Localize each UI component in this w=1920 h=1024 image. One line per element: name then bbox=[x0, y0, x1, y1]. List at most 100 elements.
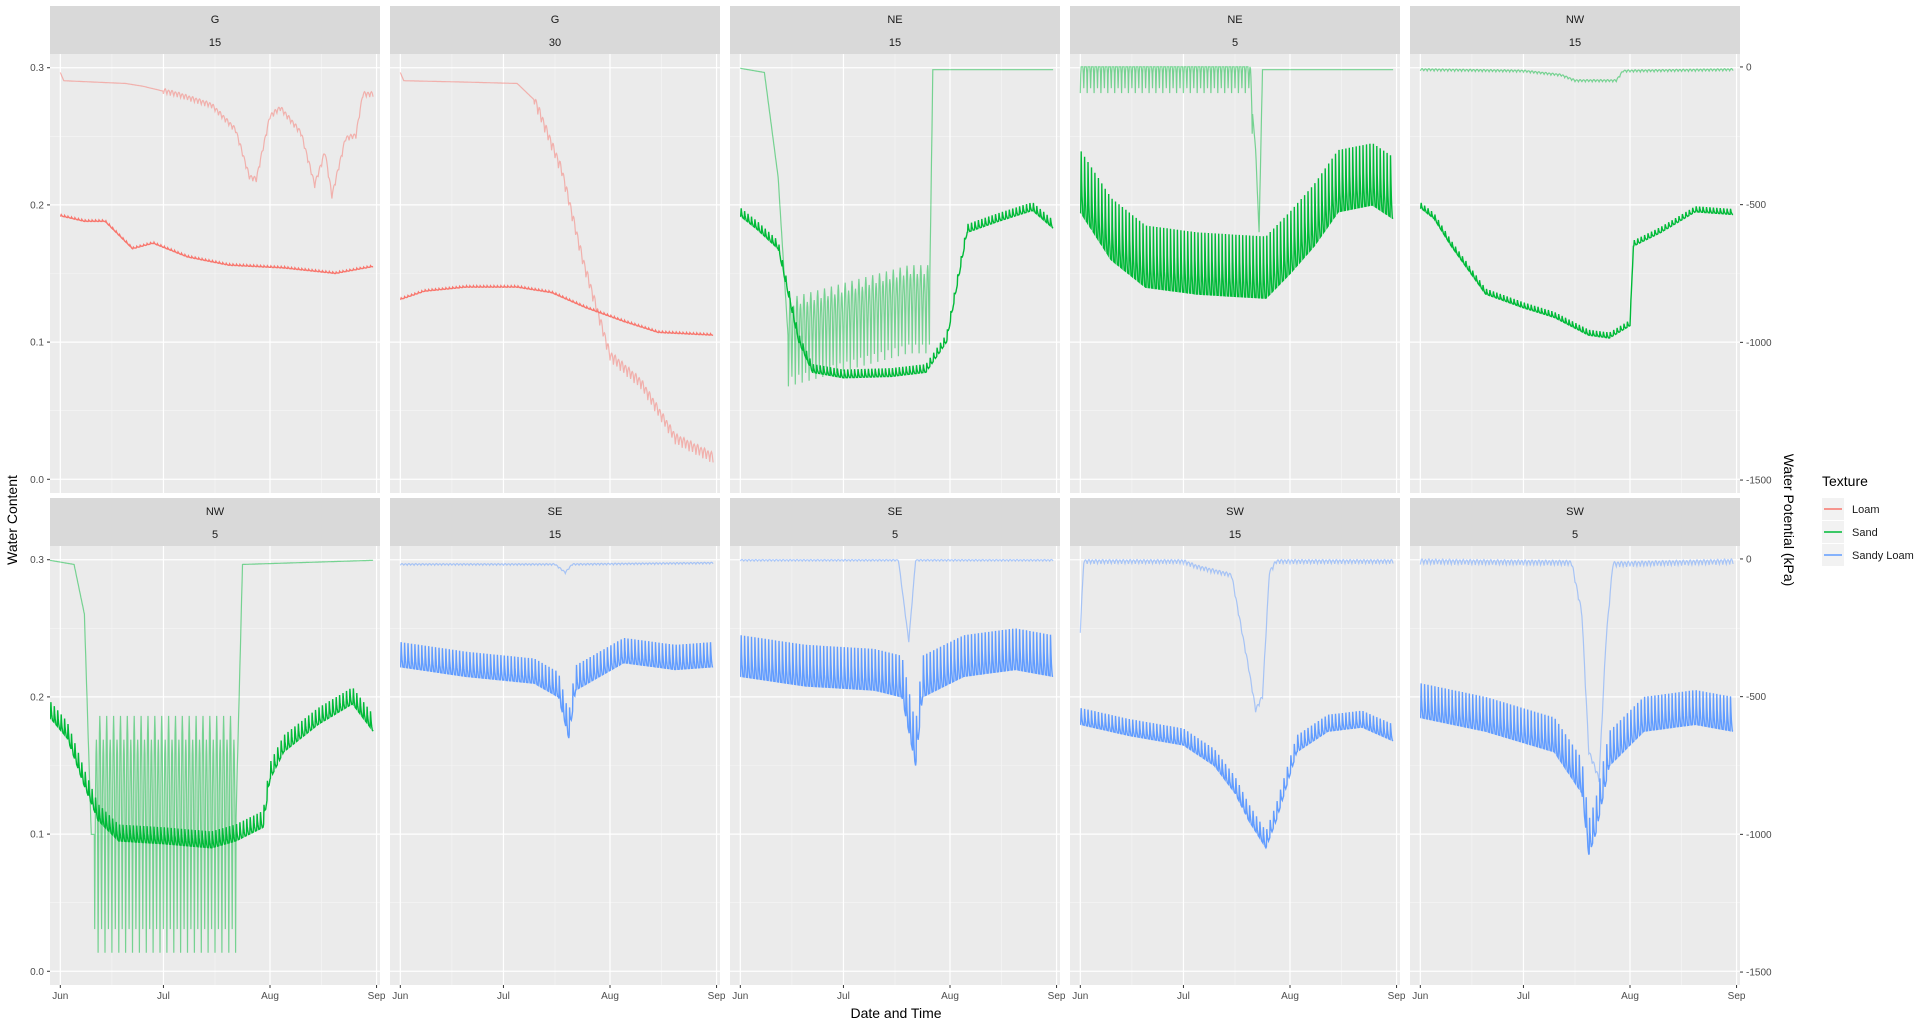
facet-strip bbox=[1410, 6, 1740, 54]
y-tick-label-right: -500 bbox=[1746, 692, 1766, 703]
legend-label: Loam bbox=[1852, 504, 1880, 516]
facet-strip-label-2: 5 bbox=[1232, 37, 1238, 49]
y-tick-label-left: 0.2 bbox=[30, 692, 44, 703]
series-line-water-potential bbox=[1079, 66, 1394, 233]
y-tick-label-left: 0.1 bbox=[30, 830, 44, 841]
x-tick-label: Jul bbox=[157, 991, 170, 1002]
series-line-water-potential bbox=[1079, 558, 1394, 713]
facet-strip-label-1: NE bbox=[887, 14, 902, 26]
legend-item: Sand bbox=[1822, 521, 1878, 543]
panel-SE-15: SE 15 Jun Jul Aug Sep bbox=[390, 498, 726, 1002]
x-tick-label: Sep bbox=[368, 991, 386, 1002]
facet-strip-label-1: G bbox=[211, 14, 220, 26]
facet-strip-label-2: 5 bbox=[212, 529, 218, 541]
y-tick-label-right: -1000 bbox=[1746, 830, 1772, 841]
facet-strip bbox=[1070, 498, 1400, 546]
y-tick-label-right: -1500 bbox=[1746, 476, 1772, 487]
x-tick-label: Aug bbox=[941, 991, 959, 1002]
x-tick-label: Jun bbox=[1412, 991, 1428, 1002]
panel-NE-15: NE 15 bbox=[730, 6, 1060, 493]
y-tick-label-right: -500 bbox=[1746, 200, 1766, 211]
facet-strip-label-2: 15 bbox=[1229, 529, 1241, 541]
series-line-water-content bbox=[740, 628, 1054, 766]
panel-SE-5: SE 5 Jun Jul Aug Sep bbox=[730, 498, 1066, 1002]
facet-strip-label-1: SW bbox=[1566, 506, 1584, 518]
facet-strip-label-1: SW bbox=[1226, 506, 1244, 518]
y-tick-label-left: 0.3 bbox=[30, 555, 44, 566]
x-tick-label: Aug bbox=[261, 991, 279, 1002]
facet-strip bbox=[50, 498, 380, 546]
legend-label: Sandy Loam bbox=[1852, 550, 1914, 562]
series-line-water-potential bbox=[1419, 67, 1734, 84]
x-tick-label: Jul bbox=[837, 991, 850, 1002]
series-line-water-content bbox=[60, 213, 374, 275]
x-tick-label: Jul bbox=[1517, 991, 1530, 1002]
facet-strip bbox=[730, 498, 1060, 546]
x-tick-label: Aug bbox=[601, 991, 619, 1002]
series-line-water-potential bbox=[399, 72, 714, 463]
facet-strip-label-2: 30 bbox=[549, 37, 561, 49]
series-line-water-potential bbox=[1419, 558, 1734, 783]
facet-strip bbox=[390, 6, 720, 54]
facet-strip bbox=[730, 6, 1060, 54]
panel-G-15: G 15 0.0 0.1 0.2 0.3 bbox=[30, 6, 380, 493]
y-tick-label-left: 0.3 bbox=[30, 63, 44, 74]
facet-strip bbox=[1070, 6, 1400, 54]
y-tick-label-right: 0 bbox=[1746, 62, 1752, 73]
x-tick-label: Jun bbox=[1072, 991, 1088, 1002]
x-tick-label: Jul bbox=[497, 991, 510, 1002]
x-axis-label: Date and Time bbox=[850, 1005, 941, 1021]
y-tick-label-right: 0 bbox=[1746, 554, 1752, 565]
panel-NW-15: NW 15 0 -500 -1000 -1500 bbox=[1410, 6, 1772, 493]
y-tick-label-left: 0.2 bbox=[30, 200, 44, 211]
legend: Texture Loam Sand Sandy Loam bbox=[1822, 473, 1914, 566]
series-line-water-potential bbox=[740, 67, 1054, 387]
x-tick-label: Sep bbox=[1728, 991, 1746, 1002]
facet-strip bbox=[1410, 498, 1740, 546]
x-tick-label: Jul bbox=[1177, 991, 1190, 1002]
x-tick-label: Jun bbox=[392, 991, 408, 1002]
x-tick-label: Aug bbox=[1621, 991, 1639, 1002]
y-tick-label-right: -1000 bbox=[1746, 338, 1772, 349]
facet-strip-label-1: SE bbox=[548, 506, 563, 518]
facet-strip-label-1: G bbox=[551, 14, 560, 26]
facet-strip-label-2: 15 bbox=[209, 37, 221, 49]
series-line-water-potential bbox=[739, 558, 1054, 643]
facet-strip-label-1: NW bbox=[1566, 14, 1585, 26]
series-line-water-potential bbox=[399, 561, 714, 576]
series-line-water-content bbox=[400, 637, 714, 739]
panel-SW-15: SW 15 Jun Jul Aug Sep bbox=[1070, 498, 1406, 1002]
series-line-water-content bbox=[399, 284, 714, 336]
panel-NE-5: NE 5 bbox=[1070, 6, 1400, 493]
series-line-water-content bbox=[1080, 708, 1394, 850]
panel-G-30: G 30 bbox=[390, 6, 720, 493]
x-tick-label: Jun bbox=[52, 991, 68, 1002]
legend-label: Sand bbox=[1852, 527, 1878, 539]
facet-strip-label-1: SE bbox=[888, 506, 903, 518]
facet-strip-label-2: 15 bbox=[1569, 37, 1581, 49]
series-line-water-content bbox=[1419, 202, 1734, 339]
series-line-water-content bbox=[739, 202, 1054, 379]
x-tick-label: Sep bbox=[1048, 991, 1066, 1002]
panel-NW-5: NW 5 0.0 0.1 0.2 0.3 Jun Jul Aug Sep bbox=[30, 498, 386, 1002]
y-tick-label-right: -1500 bbox=[1746, 968, 1772, 979]
y-tick-label-left: 0.0 bbox=[30, 967, 44, 978]
panel-SW-5: SW 5 0 -500 -1000 -1500 Jun Jul Aug Sep bbox=[1410, 498, 1772, 1002]
series-line-water-content bbox=[50, 688, 374, 849]
y-axis-label-right: Water Potential (kPa) bbox=[1781, 454, 1797, 587]
panels: G 15 0.0 0.1 0.2 0.3 G 30 NE 15 NE 5 NW 15 0 -500 -1000 -… bbox=[30, 6, 1772, 1002]
series-line-water-content bbox=[1420, 683, 1734, 855]
x-tick-label: Sep bbox=[708, 991, 726, 1002]
facet-strip bbox=[390, 498, 720, 546]
facet-strip-label-2: 5 bbox=[1572, 529, 1578, 541]
facet-strip-label-1: NW bbox=[206, 506, 225, 518]
facet-strip-label-2: 15 bbox=[889, 37, 901, 49]
facet-strip bbox=[50, 6, 380, 54]
legend-item: Sandy Loam bbox=[1822, 544, 1914, 566]
legend-item: Loam bbox=[1822, 498, 1880, 520]
legend-title: Texture bbox=[1822, 473, 1868, 489]
x-tick-label: Jun bbox=[732, 991, 748, 1002]
facet-strip-label-1: NE bbox=[1227, 14, 1242, 26]
x-tick-label: Aug bbox=[1281, 991, 1299, 1002]
